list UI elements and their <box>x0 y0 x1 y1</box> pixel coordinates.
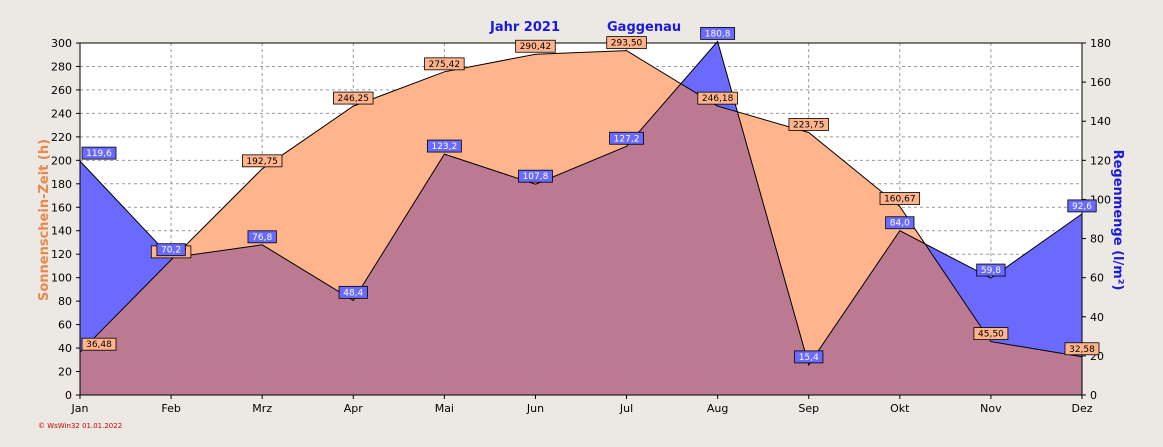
rain-data-label: 123,2 <box>426 139 462 153</box>
x-tick-label: Dez <box>1071 402 1092 415</box>
sunshine-data-label: 275,42 <box>424 57 465 71</box>
right-tick-label: 180 <box>1090 37 1111 50</box>
x-axis-ticks: Jan Feb Mrz Apr Mai Jun Jul Aug Sep Okt Nov Dez <box>71 395 1093 415</box>
left-tick-label: 180 <box>51 178 72 191</box>
data-labels: 36,48115,17192,75246,25275,42290,42293,5… <box>81 27 1100 364</box>
area-series <box>79 40 1083 396</box>
right-tick-label: 40 <box>1090 311 1104 324</box>
svg-text:32,58: 32,58 <box>1069 345 1095 355</box>
left-tick-label: 80 <box>58 295 72 308</box>
right-tick-label: 80 <box>1090 233 1104 246</box>
left-tick-label: 280 <box>51 60 72 73</box>
right-axis-label: Regenmenge (l/m²) <box>1110 150 1125 291</box>
x-tick-label: Mai <box>435 402 454 415</box>
rain-data-label: 127,2 <box>609 131 644 145</box>
x-tick-label: Mrz <box>252 402 272 415</box>
x-tick-label: Nov <box>980 402 1002 415</box>
left-tick-label: 0 <box>65 389 72 402</box>
rain-data-label: 48,4 <box>338 285 368 299</box>
svg-text:48,4: 48,4 <box>343 288 363 298</box>
svg-text:15,4: 15,4 <box>799 353 819 363</box>
left-tick-label: 100 <box>51 272 72 285</box>
svg-text:160,67: 160,67 <box>884 194 916 204</box>
rain-data-label: 92,6 <box>1067 199 1097 213</box>
svg-text:275,42: 275,42 <box>429 60 461 70</box>
x-tick-label: Sep <box>798 402 819 415</box>
sunshine-data-label: 160,67 <box>879 192 921 205</box>
x-tick-label: Feb <box>161 402 180 415</box>
sunshine-data-label: 223,75 <box>788 118 829 131</box>
rain-data-label: 107,8 <box>518 169 553 183</box>
right-tick-label: 0 <box>1090 389 1097 402</box>
svg-text:180,8: 180,8 <box>705 29 731 39</box>
left-tick-label: 240 <box>51 107 72 120</box>
x-tick-label: Jun <box>526 402 544 415</box>
x-tick-label: Jul <box>619 402 633 415</box>
sunshine-data-label: 290,42 <box>515 39 556 53</box>
svg-text:290,42: 290,42 <box>520 42 552 52</box>
svg-text:223,75: 223,75 <box>793 120 825 130</box>
plot-border <box>79 42 1083 396</box>
left-axis-label: Sonnenschein-Zeit (h) <box>37 139 52 301</box>
left-tick-label: 300 <box>51 37 72 50</box>
svg-text:59,8: 59,8 <box>981 266 1001 276</box>
svg-text:107,8: 107,8 <box>523 172 549 182</box>
axes <box>79 42 1083 396</box>
x-tick-label: Aug <box>707 402 728 415</box>
svg-text:119,6: 119,6 <box>86 149 112 159</box>
right-tick-label: 160 <box>1090 76 1111 89</box>
rain-data-label: 70,2 <box>156 243 186 257</box>
x-tick-label: Okt <box>890 402 910 415</box>
svg-text:92,6: 92,6 <box>1072 202 1092 212</box>
rain-data-label: 59,8 <box>976 263 1006 277</box>
rain-line <box>79 40 1083 367</box>
right-tick-label: 140 <box>1090 115 1111 128</box>
rain-data-label: 15,4 <box>794 350 824 364</box>
left-tick-label: 220 <box>51 131 72 144</box>
left-tick-label: 60 <box>58 319 72 332</box>
left-tick-label: 40 <box>58 342 72 355</box>
chart-location: Gaggenau <box>607 20 681 35</box>
left-tick-label: 200 <box>51 154 72 167</box>
chart-title: Jahr 2021 <box>489 20 560 35</box>
left-tick-label: 260 <box>51 84 72 97</box>
svg-text:36,48: 36,48 <box>86 340 112 350</box>
right-tick-label: 120 <box>1090 154 1111 167</box>
svg-text:246,25: 246,25 <box>338 94 370 104</box>
svg-text:70,2: 70,2 <box>161 246 181 256</box>
svg-text:76,8: 76,8 <box>252 233 272 243</box>
footer-credit: © WsWin32 01.01.2022 <box>38 422 122 430</box>
rain-data-label: 180,8 <box>700 27 736 40</box>
sunshine-data-label: 246,18 <box>697 91 738 105</box>
sunshine-data-label: 192,75 <box>241 154 283 168</box>
rain-data-label: 84,0 <box>885 216 915 230</box>
sunshine-data-label: 45,50 <box>973 327 1009 341</box>
left-axis-ticks: 0 20 40 60 80 100 120 140 160 180 200 220 240 260 280 3… <box>51 37 80 402</box>
left-tick-label: 20 <box>58 366 72 379</box>
rain-data-label: 76,8 <box>247 230 277 244</box>
svg-text:84,0: 84,0 <box>890 219 910 229</box>
left-tick-label: 120 <box>51 248 72 261</box>
left-tick-label: 140 <box>51 225 72 238</box>
svg-text:192,75: 192,75 <box>246 157 278 167</box>
rain-data-label: 119,6 <box>81 146 117 160</box>
svg-text:123,2: 123,2 <box>431 142 457 152</box>
left-tick-label: 160 <box>51 201 72 214</box>
svg-text:45,50: 45,50 <box>978 330 1004 340</box>
svg-text:293,50: 293,50 <box>611 39 643 49</box>
svg-text:127,2: 127,2 <box>614 134 640 144</box>
x-tick-label: Apr <box>344 402 364 415</box>
svg-text:246,18: 246,18 <box>702 94 734 104</box>
x-tick-label: Jan <box>71 402 89 415</box>
sunshine-data-label: 246,25 <box>333 91 374 105</box>
sunshine-data-label: 36,48 <box>81 337 117 351</box>
sunshine-data-label: 32,58 <box>1064 342 1100 356</box>
sunshine-data-label: 293,50 <box>606 36 647 50</box>
sunshine-line <box>79 50 1083 358</box>
right-tick-label: 60 <box>1090 272 1104 285</box>
